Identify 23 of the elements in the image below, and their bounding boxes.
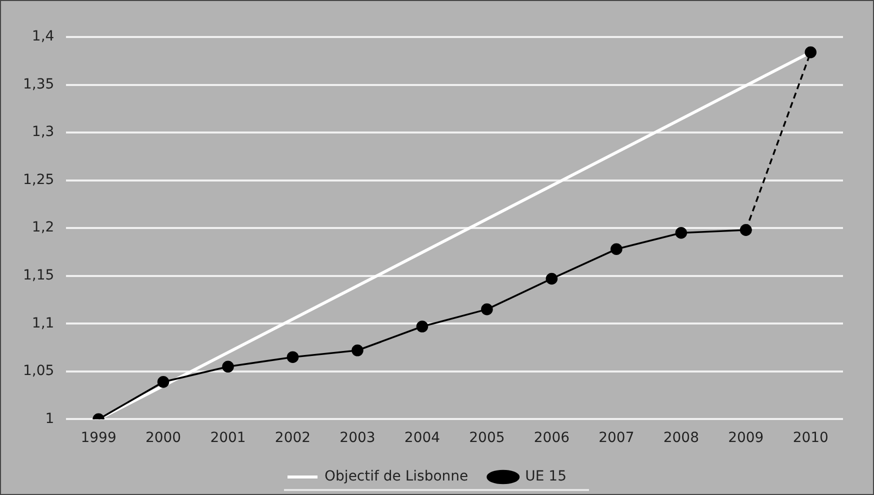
x-tick-label: 2000 [145,430,182,446]
y-tick-label: 1,4 [32,28,54,45]
x-tick-label: 2007 [598,430,634,446]
y-tick-label: 1,2 [32,220,54,236]
y-tick-label: 1,1 [32,315,54,332]
x-tick-label: 2004 [404,430,440,446]
legend-label: UE 15 [525,468,566,485]
y-tick-label: 1 [45,410,54,427]
y-tick-label: 1,05 [23,363,54,380]
y-tick-label: 1,3 [32,124,54,140]
x-tick-label: 2010 [792,430,828,446]
x-tick-label: 2006 [534,430,570,446]
y-tick-label: 1,25 [23,172,54,188]
x-tick-label: 2003 [340,430,376,446]
legend-label: Objectif de Lisbonne [324,468,468,485]
y-tick-label: 1,15 [23,268,54,284]
x-tick-label: 1999 [80,430,116,446]
x-tick-label: 2002 [274,430,311,446]
x-tick-label: 2005 [469,430,505,446]
x-tick-label: 2008 [663,430,699,446]
x-tick-label: 2001 [210,430,246,446]
y-tick-label: 1,35 [23,76,54,92]
x-tick-label: 2009 [728,430,764,446]
